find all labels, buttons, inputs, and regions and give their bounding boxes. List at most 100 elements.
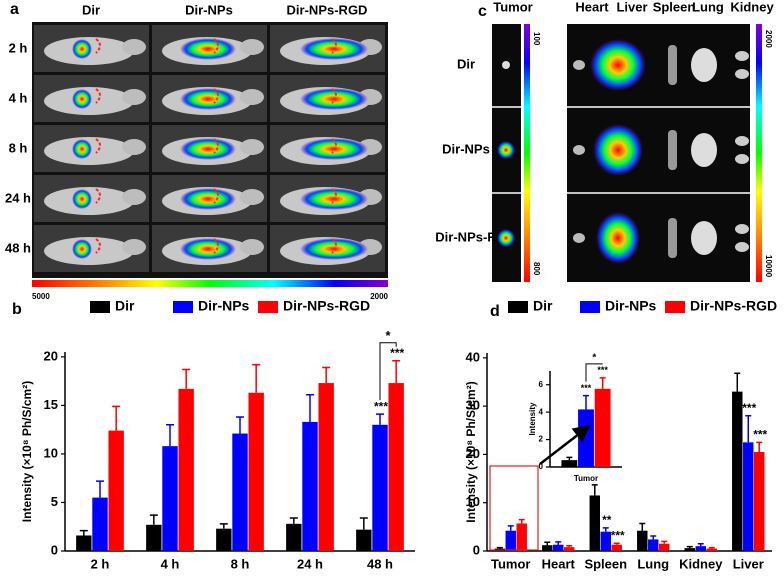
kidney [735,224,749,234]
bar [92,497,108,551]
error-bar [583,394,589,410]
bar [753,452,765,551]
colorbar-label: 100 [532,32,541,46]
bar [318,383,334,551]
x-tick-label: 2 h [91,556,110,571]
y-tick-label: 10 [44,445,58,460]
column-label: Dir-NPs-RGD [287,2,368,17]
x-tick-label: Tumor [491,556,530,571]
bar [372,424,388,551]
lung [691,48,717,82]
signal [180,188,236,210]
significance: *** [374,399,388,413]
y-axis-label: Intensity (×10⁸ Ph/S/cm²) [464,381,478,522]
mouse-head [122,189,146,205]
x-tick-label: Liver [733,556,764,571]
kidney [735,69,749,79]
kidney [735,154,749,164]
y-tick-label: 6 [539,380,544,389]
significance: *** [742,401,756,415]
legend-label: Dir [533,298,553,314]
x-tick-label: Spleen [584,556,627,571]
error-bar [392,359,401,384]
kidney [735,242,749,252]
legend-swatch [90,301,110,313]
error-bar [602,527,609,532]
significance: *** [753,428,767,442]
tumor-outline [95,138,101,154]
error-bar [566,456,573,461]
tumor-signal [497,229,515,247]
error-bar [544,541,551,546]
colorbar-label: 10000 [764,255,773,278]
legend-label: Dir [115,298,135,314]
lung [691,133,717,167]
column-label: Spleen [653,0,696,14]
tumor-outline [331,138,337,154]
significance: *** [581,383,592,393]
bar [542,545,553,551]
bar [600,531,611,551]
x-tick-label: Heart [542,556,576,571]
bar [232,433,248,551]
bar [594,388,611,467]
y-tick-label: 2 [539,435,544,444]
significance-bracket [585,363,603,382]
y-tick-label: 20 [44,348,58,363]
panel-label: a [10,1,19,18]
bar [286,523,302,551]
bar [578,409,594,467]
error-bar [518,518,525,524]
error-bar [591,484,598,496]
tumor-outline [213,138,219,154]
mouse-head [240,189,264,205]
error-bar [650,535,657,540]
tumor-outline [213,88,219,104]
signal [72,39,92,59]
bar [684,548,696,551]
bar [589,495,601,551]
bracket-label: * [386,328,392,343]
y-tick-label: 5 [51,494,58,509]
bar [178,388,194,551]
panel-label: c [478,3,487,20]
y-tick-label: 15 [44,397,58,412]
error-bar [166,424,174,447]
legend-label: Dir-NPs-RGD [283,298,370,314]
heart [573,145,585,155]
x-tick-label: 24 h [297,556,323,571]
x-tick-label: Lung [637,556,669,571]
column-label: Dir [82,2,100,17]
colorbar-label: 800 [532,262,541,276]
y-tick-label: 0 [539,462,544,471]
error-bar [96,480,104,498]
y-axis-label: Intensity [528,402,537,435]
signal [180,88,236,110]
legend-label: Dir-NPs [198,298,250,314]
spleen [668,218,677,258]
error-bar [697,543,704,547]
legend-swatch [258,301,278,313]
legend-swatch [665,301,685,313]
row-label: 24 h [5,190,31,205]
callout-arrow [539,424,591,465]
liver [593,124,643,176]
legend-swatch [580,301,600,313]
row-label: 8 h [9,140,28,155]
y-axis-label: Intensity (×10⁸ Ph/S/cm²) [20,381,34,522]
error-bar [376,413,384,425]
legend-label: Dir-NPs-RGD [690,298,777,314]
error-bar [182,368,191,389]
kidney [735,51,749,61]
spleen [668,45,677,85]
column-label: Dir-NPs [185,2,233,17]
row-label: 48 h [5,240,31,255]
error-bar [599,377,606,389]
tumor-outline [95,88,101,104]
row-label: Dir [457,56,475,71]
callout-box [489,465,539,551]
y-tick-label: 30 [466,398,480,413]
error-bar [745,415,752,443]
mouse-head [122,39,146,55]
bar [108,430,124,551]
